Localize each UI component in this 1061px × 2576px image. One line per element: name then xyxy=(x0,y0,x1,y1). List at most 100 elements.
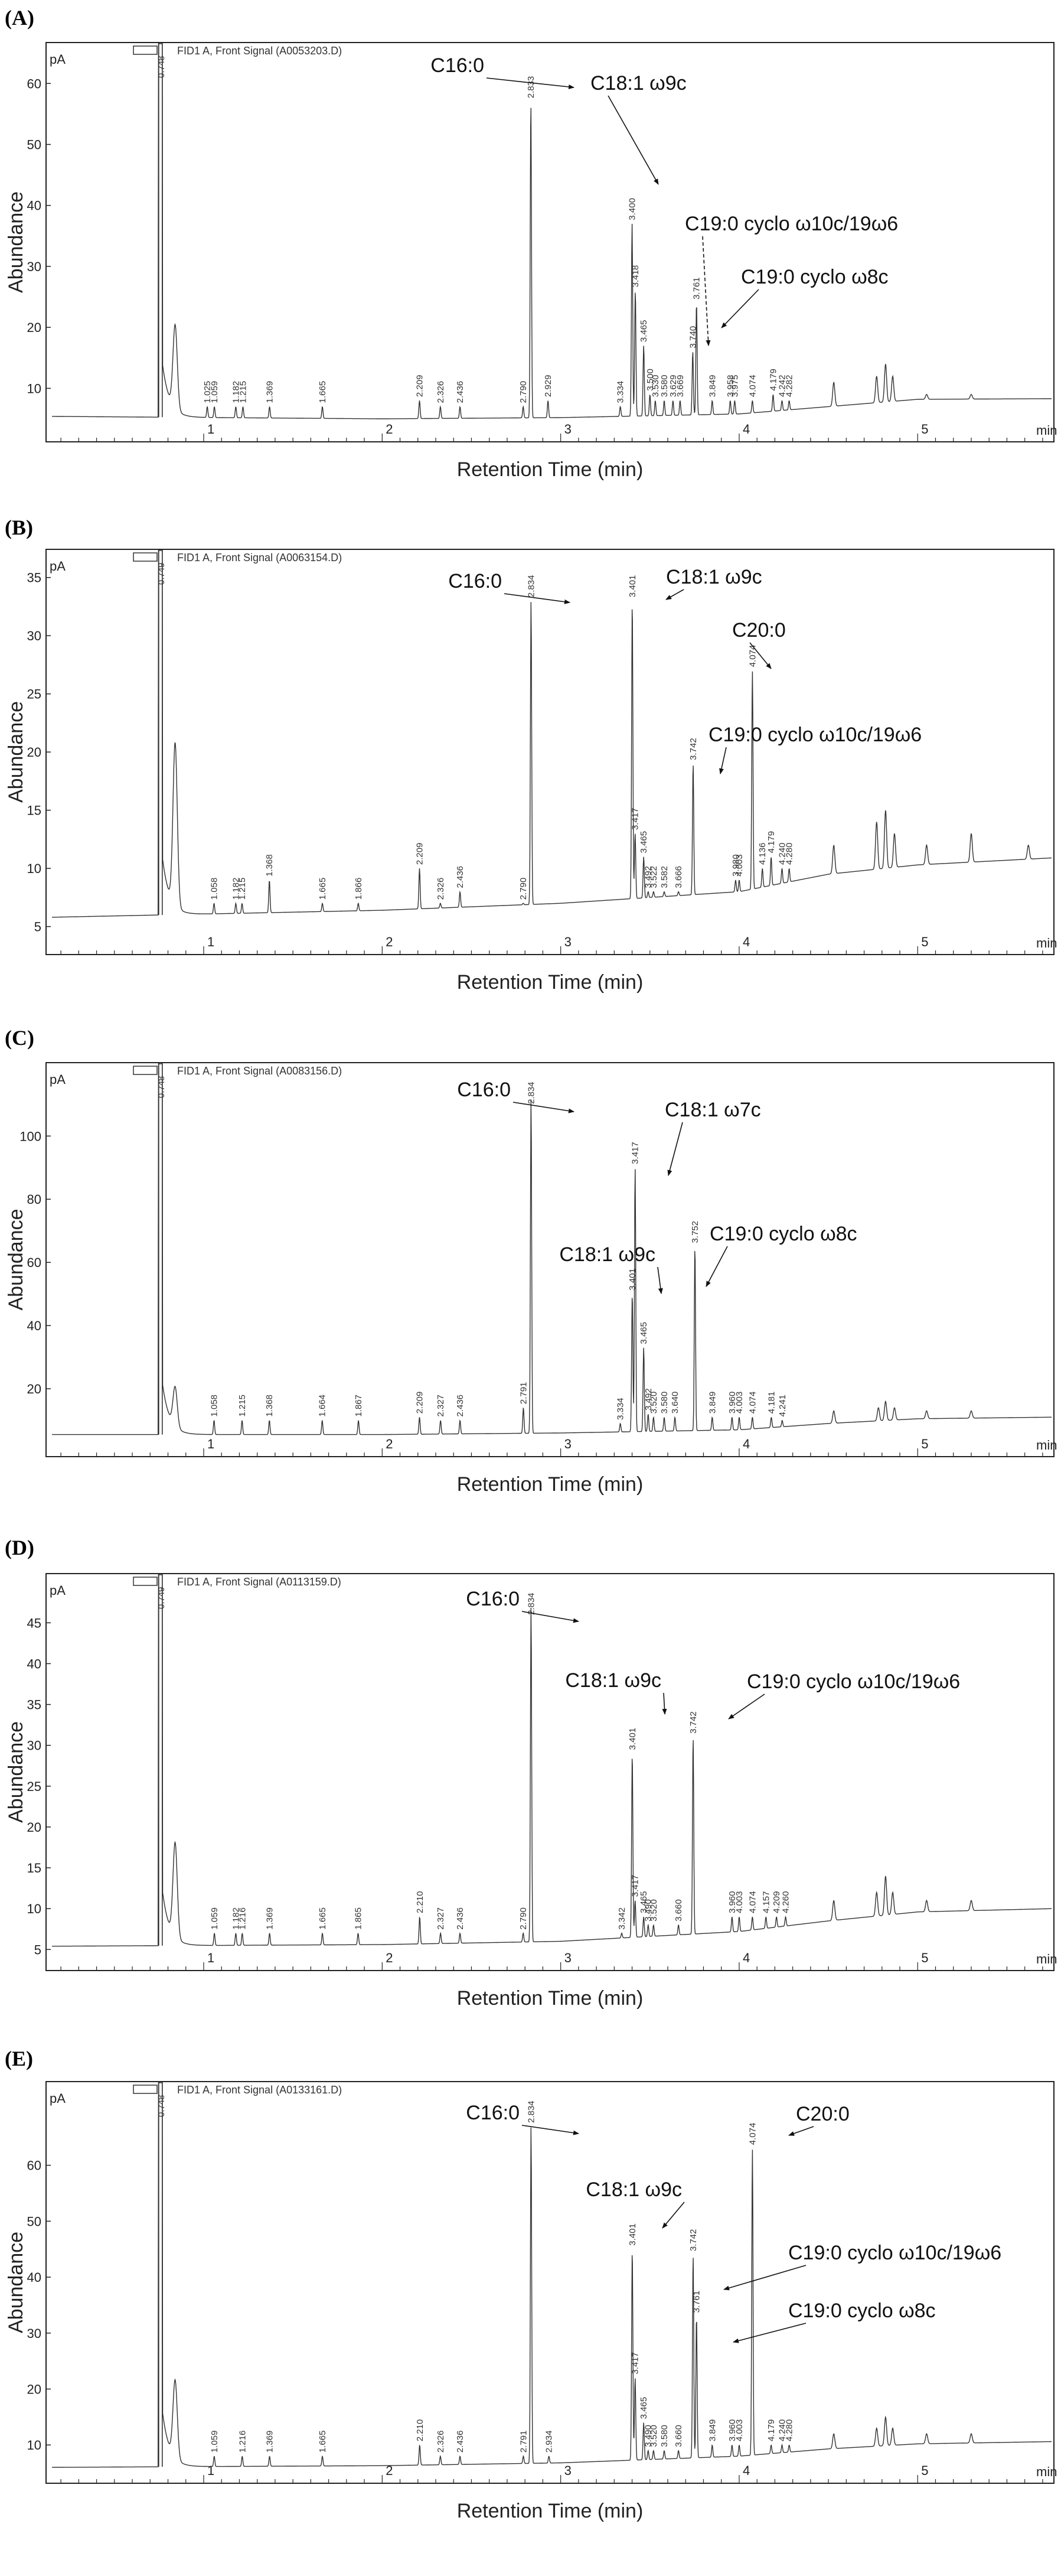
x-axis-title: Retention Time (min) xyxy=(457,458,644,481)
y-tick-label: 10 xyxy=(27,861,41,876)
peak-label: 1.867 xyxy=(354,1395,364,1417)
peak-label: 1.664 xyxy=(318,1395,328,1417)
peak-label: 3.660 xyxy=(674,1899,684,1922)
peak-label: 2.791 xyxy=(518,1382,528,1405)
peak-label: 3.417 xyxy=(631,2352,641,2375)
x-tick-label: 4 xyxy=(743,2463,750,2478)
peak-label: 3.629 xyxy=(668,375,678,398)
annotation-arrow xyxy=(504,593,570,604)
chromatogram-panel-4: (E) FID1 A, Front Signal (A0133161.D) pA mi… xyxy=(5,2047,1057,2522)
y-unit-label: pA xyxy=(50,1583,66,1598)
peak-label: 3.334 xyxy=(616,1398,626,1420)
x-unit-label: min xyxy=(1036,936,1057,950)
compound-annotation: C18:1 ω9c xyxy=(590,72,687,95)
peak-label: 3.465 xyxy=(639,1322,649,1344)
x-tick-label: 2 xyxy=(386,1950,393,1965)
annotation-arrow xyxy=(486,77,574,90)
y-tick-label: 50 xyxy=(27,138,41,152)
peak-label: 4.280 xyxy=(785,843,795,865)
y-unit-label: pA xyxy=(50,1072,66,1087)
peak-label: 3.342 xyxy=(617,1907,627,1930)
peak-label: 3.520 xyxy=(649,1899,659,1922)
compound-annotation: C19:0 cyclo ω10c/19ω6 xyxy=(709,724,922,746)
peak-label: 3.849 xyxy=(707,1392,717,1414)
chromatogram-trace xyxy=(52,1574,1052,1947)
peak-label: 3.849 xyxy=(707,375,717,398)
peak-label: 3.742 xyxy=(688,2229,698,2252)
compound-annotation: C19:0 cyclo ω10c/19ω6 xyxy=(747,1670,960,1693)
peak-label: 3.660 xyxy=(674,2425,684,2447)
y-tick-label: 35 xyxy=(27,571,41,585)
x-tick-label: 2 xyxy=(386,934,393,949)
y-unit-label: pA xyxy=(50,559,66,574)
peak-label: 3.580 xyxy=(660,375,670,398)
peak-label: 1.215 xyxy=(237,1395,247,1417)
peak-label: 4.074 xyxy=(747,1392,758,1414)
x-tick-label: 4 xyxy=(743,1437,750,1451)
y-tick-label: 10 xyxy=(27,1901,41,1916)
peak-label: 3.520 xyxy=(649,1392,659,1414)
peak-label: 4.003 xyxy=(734,2419,745,2442)
peak-label: 3.465 xyxy=(639,320,649,343)
peak-label: 3.582 xyxy=(660,866,670,888)
x-unit-label: min xyxy=(1036,1952,1057,1966)
annotation-arrow xyxy=(723,2265,807,2291)
peak-label: 3.465 xyxy=(639,2397,649,2419)
annotation-arrow xyxy=(662,1692,667,1715)
peak-label: 2.436 xyxy=(455,866,465,888)
y-tick-label: 100 xyxy=(19,1129,41,1144)
peak-label: 3.400 xyxy=(628,198,638,220)
peak-label: 3.580 xyxy=(660,2425,670,2447)
peak-label: 2.834 xyxy=(526,1593,536,1615)
peak-label: 1.059 xyxy=(210,1907,220,1930)
annotation-arrow xyxy=(728,1694,765,1719)
peak-label: 3.492 xyxy=(644,866,654,888)
peak-label: 4.282 xyxy=(785,375,795,398)
peak-label: 3.465 xyxy=(639,1891,649,1913)
peak-label: 4.209 xyxy=(772,1891,782,1913)
y-tick-label: 20 xyxy=(27,2382,41,2396)
peak-label: 1.369 xyxy=(265,381,275,403)
x-tick-label: 5 xyxy=(921,934,928,949)
peak-label: 3.975 xyxy=(730,375,740,398)
peak-label: 2.436 xyxy=(455,1907,465,1930)
compound-annotation: C16:0 xyxy=(466,1588,520,1610)
peak-label: 4.003 xyxy=(734,1891,745,1913)
peak-label: 3.492 xyxy=(644,1388,654,1411)
peak-label: 1.865 xyxy=(353,1907,363,1930)
x-axis-title: Retention Time (min) xyxy=(457,971,644,994)
y-tick-label: 40 xyxy=(27,198,41,213)
peak-label: 3.417 xyxy=(631,807,641,830)
peak-label: 3.522 xyxy=(649,866,659,888)
peak-label: 4.003 xyxy=(734,1392,745,1414)
panel-label: (D) xyxy=(5,1536,34,1559)
peak-label: 3.500 xyxy=(645,369,655,391)
annotation-arrow xyxy=(665,589,684,600)
peak-label: 3.740 xyxy=(688,326,698,349)
annotation-arrow xyxy=(706,1246,728,1287)
compound-annotation: C20:0 xyxy=(796,2103,850,2125)
solvent-peak-label: 0.748 xyxy=(156,1076,167,1098)
y-tick-label: 30 xyxy=(27,1738,41,1753)
peak-label: 2.929 xyxy=(543,375,553,398)
peak-label: 4.179 xyxy=(766,831,776,854)
x-axis-title: Retention Time (min) xyxy=(457,1473,644,1496)
annotation-arrow xyxy=(667,1122,683,1176)
peak-label: 3.742 xyxy=(688,1711,698,1734)
compound-annotation: C18:1 ω9c xyxy=(586,2178,682,2201)
compound-annotation: C18:1 ω9c xyxy=(565,1669,661,1692)
annotation-arrow xyxy=(512,1102,574,1113)
peak-label: 3.334 xyxy=(616,381,626,403)
x-tick-label: 4 xyxy=(743,934,750,949)
peak-label: 2.436 xyxy=(455,2431,465,2453)
peak-label: 2.791 xyxy=(518,2431,528,2453)
peak-label: 1.182 xyxy=(231,381,241,403)
x-tick-label: 1 xyxy=(207,934,214,949)
y-axis-title: Abundance xyxy=(5,1209,27,1310)
plot-frame xyxy=(45,42,1055,442)
plot-frame xyxy=(45,549,1055,955)
y-tick-label: 30 xyxy=(27,628,41,643)
peak-label: 3.417 xyxy=(631,1142,641,1164)
x-tick-label: 2 xyxy=(386,422,393,437)
y-axis-title: Abundance xyxy=(5,191,27,293)
